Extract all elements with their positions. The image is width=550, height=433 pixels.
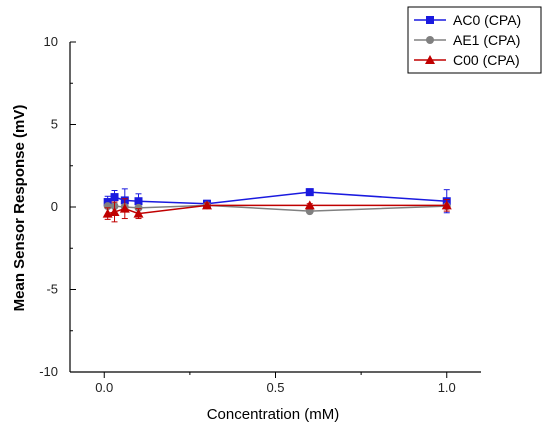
legend-entry: AE1 (CPA) [414,32,520,48]
data-point [109,206,120,216]
data-point [202,200,212,210]
y-axis: -10 -5 0 5 10 [39,34,76,379]
data-point [304,200,315,210]
data-point [134,203,143,212]
x-axis-title: Concentration (mM) [207,406,340,423]
x-tick-label: 1.0 [438,380,456,395]
series-layer [102,188,452,223]
legend-label: AE1 (CPA) [453,32,520,48]
series-line [107,204,447,212]
y-tick-label: -10 [39,364,58,379]
legend-marker [426,16,434,24]
data-point [110,193,119,202]
legend-entry: C00 (CPA) [414,52,520,68]
y-tick-label: 0 [51,199,58,214]
y-tick-label: -5 [46,282,58,297]
y-tick-label: 5 [51,117,58,132]
legend-marker [425,55,435,64]
legend: AC0 (CPA) AE1 (CPA) C00 (CPA) [407,6,542,74]
data-point [119,203,130,213]
data-point [441,200,452,210]
legend-entry: AC0 (CPA) [414,12,521,28]
legend-label: C00 (CPA) [453,52,520,68]
data-point [134,197,143,206]
data-point [103,198,112,207]
x-tick-label: 0.0 [95,380,113,395]
y-axis-title: Mean Sensor Response (mV) [11,105,28,312]
series-ae1 [103,201,451,216]
x-tick-label: 0.5 [266,380,284,395]
y-tick-label: 10 [44,34,58,49]
series-line [107,191,447,205]
series-c00 [102,198,452,223]
legend-marker [426,36,434,44]
data-point [133,208,144,218]
legend-label: AC0 (CPA) [453,12,521,28]
data-point [305,188,314,197]
x-axis: 0.0 0.5 1.0 [95,372,456,395]
